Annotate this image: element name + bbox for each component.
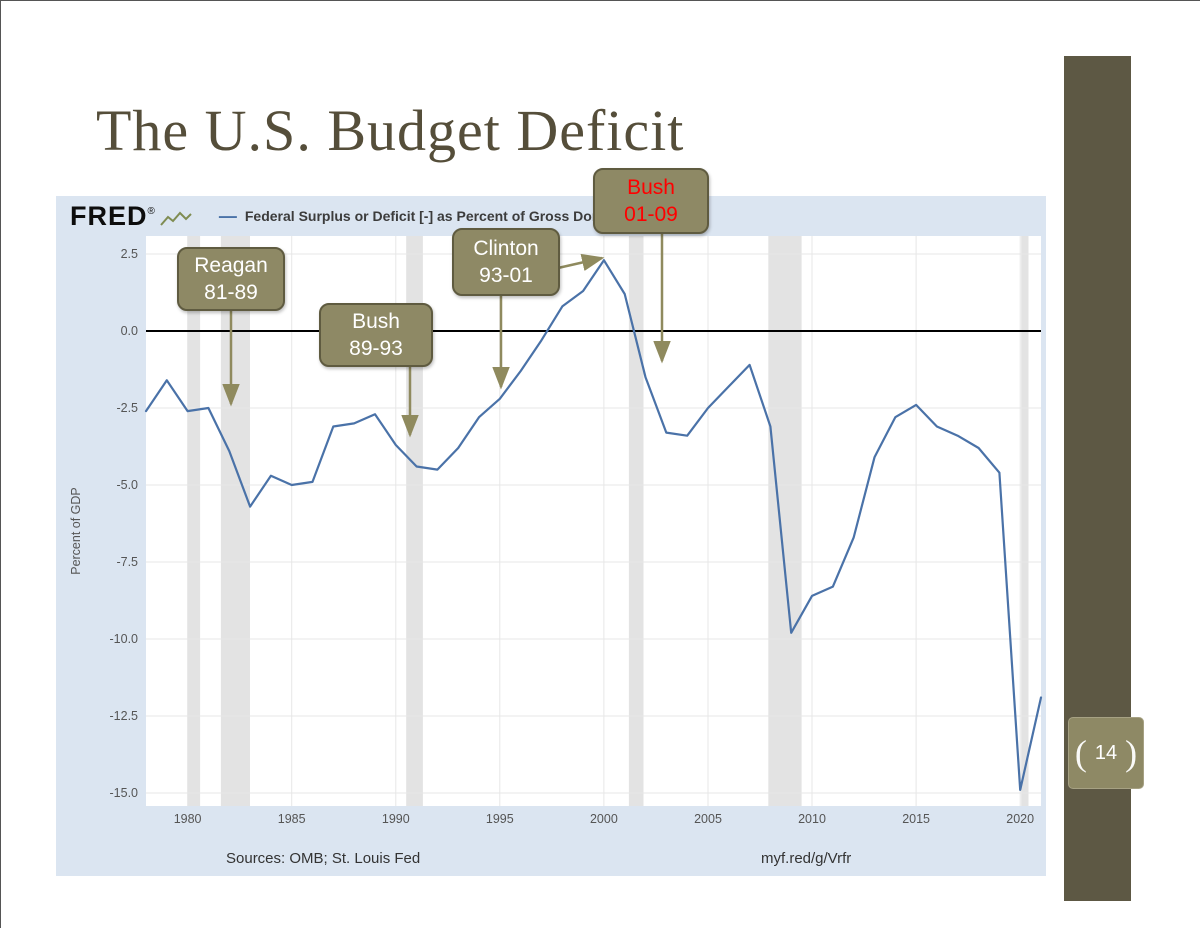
recession-band bbox=[628, 236, 644, 806]
y-tick-label: -2.5 bbox=[116, 401, 138, 415]
callout-bush2-name: Bush bbox=[627, 175, 675, 199]
callout-reagan-name: Reagan bbox=[194, 253, 268, 277]
registered-trademark-icon: ® bbox=[147, 206, 155, 217]
fred-sparkline-icon bbox=[160, 211, 192, 226]
x-tick-label: 2005 bbox=[694, 812, 722, 826]
fred-logo: FRED bbox=[70, 200, 148, 231]
callout-reagan: Reagan 81-89 bbox=[177, 247, 285, 311]
x-tick-label: 2010 bbox=[798, 812, 826, 826]
y-tick-label: -12.5 bbox=[110, 709, 139, 723]
bracket-right: ) bbox=[1125, 733, 1138, 773]
fred-short-url: myf.red/g/Vrfr bbox=[761, 850, 852, 867]
plot-background bbox=[146, 236, 1041, 806]
y-tick-label: -5.0 bbox=[116, 478, 138, 492]
callout-clinton-years: 93-01 bbox=[479, 264, 533, 287]
page-number: 14 bbox=[1094, 741, 1118, 764]
y-tick-label: 0.0 bbox=[121, 324, 138, 338]
callout-clinton-name: Clinton bbox=[473, 236, 539, 260]
legend-label: Federal Surplus or Deficit [-] as Percen… bbox=[244, 208, 693, 224]
callout-reagan-years: 81-89 bbox=[204, 281, 258, 304]
sources-text: Sources: OMB; St. Louis Fed bbox=[226, 850, 421, 867]
x-tick-label: 1985 bbox=[278, 812, 306, 826]
recession-band bbox=[768, 236, 802, 806]
callout-bush1-name: Bush bbox=[352, 309, 400, 333]
slide-title: The U.S. Budget Deficit bbox=[96, 98, 685, 163]
x-tick-label: 2015 bbox=[902, 812, 930, 826]
y-tick-label: -7.5 bbox=[116, 555, 138, 569]
callout-bush-01-09: Bush 01-09 bbox=[593, 168, 709, 234]
bracket-left: ( bbox=[1074, 733, 1087, 773]
fred-chart-header: FRED ® — Federal Surplus or Deficit [-] … bbox=[56, 196, 1046, 236]
callout-clinton: Clinton 93-01 bbox=[452, 228, 560, 296]
y-tick-label: -10.0 bbox=[110, 632, 139, 646]
y-tick-label: -15.0 bbox=[110, 786, 139, 800]
callout-bush-89-93: Bush 89-93 bbox=[319, 303, 433, 367]
x-tick-label: 2020 bbox=[1006, 812, 1034, 826]
recession-band bbox=[1021, 236, 1029, 806]
deficit-line bbox=[144, 259, 1043, 792]
y-tick-label: 2.5 bbox=[121, 247, 138, 261]
x-tick-label: 1980 bbox=[174, 812, 202, 826]
x-tick-label: 1995 bbox=[486, 812, 514, 826]
recession-band bbox=[220, 236, 250, 806]
page-number-box: ( 14 ) bbox=[1068, 717, 1144, 789]
callout-bush1-years: 89-93 bbox=[349, 337, 403, 360]
x-tick-label: 1990 bbox=[382, 812, 410, 826]
legend-line-swatch: — bbox=[218, 205, 237, 226]
callout-bush2-years: 01-09 bbox=[624, 203, 678, 226]
recession-band bbox=[187, 236, 201, 806]
deficit-line-chart: 2.5 0.0 -2.5 -5.0 -7.5 -10.0 -12.5 -15.0 1980 198… bbox=[69, 236, 1043, 826]
x-tick-label: 2000 bbox=[590, 812, 618, 826]
y-axis-label: Percent of GDP bbox=[69, 487, 83, 575]
